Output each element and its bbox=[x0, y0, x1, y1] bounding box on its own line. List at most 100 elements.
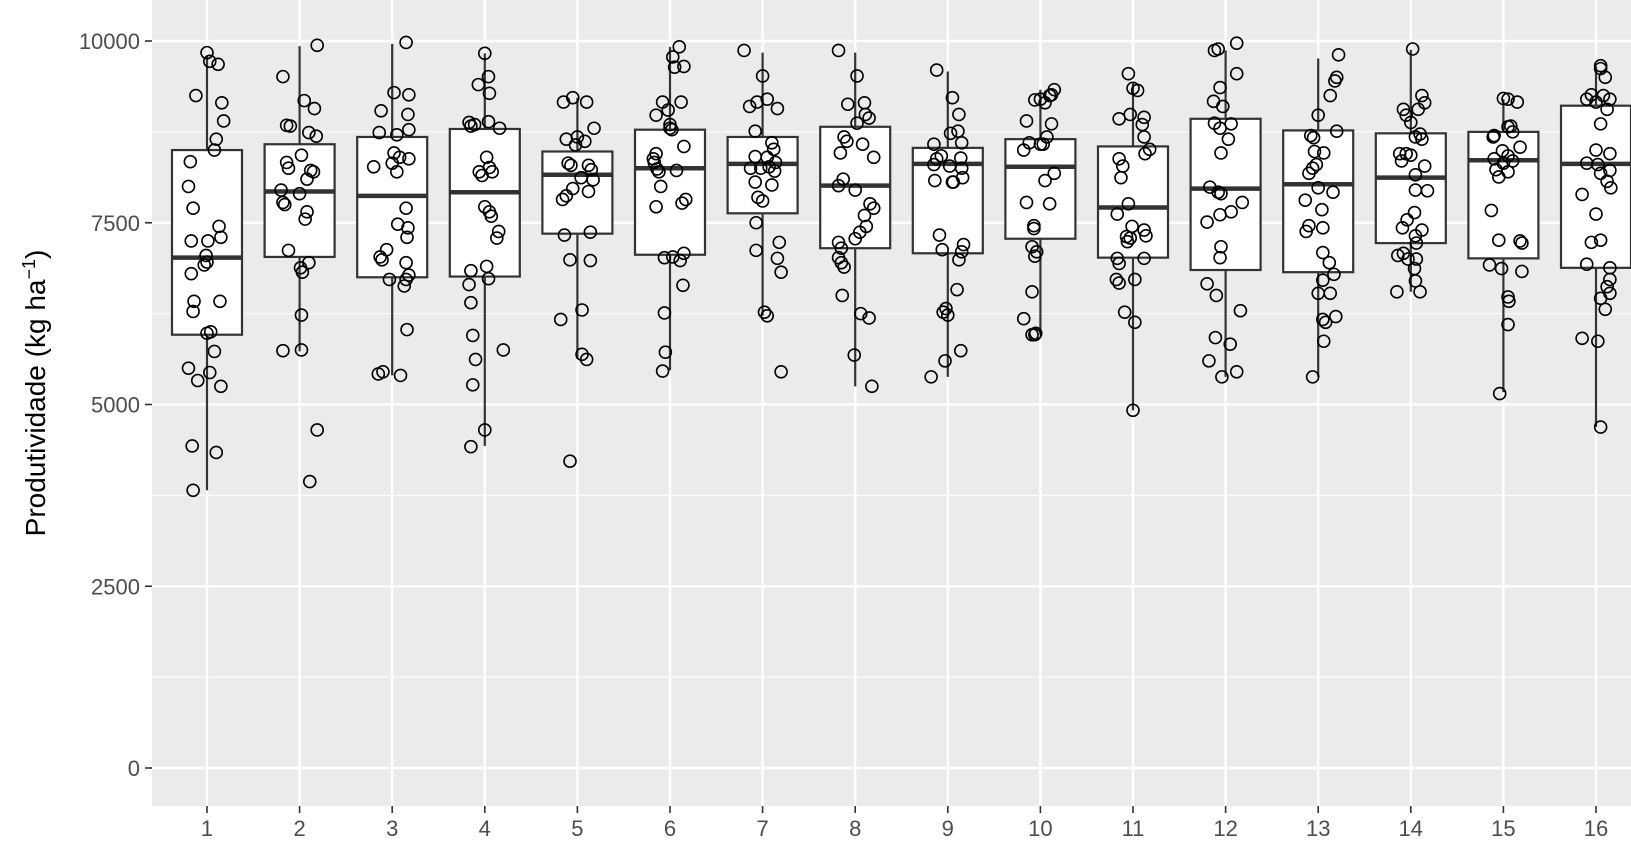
data-point bbox=[183, 154, 198, 169]
y-axis-title: Produtividade (kg ha−1) bbox=[19, 250, 51, 537]
points-group-8 bbox=[831, 43, 881, 394]
data-point bbox=[186, 201, 200, 216]
data-point bbox=[1025, 285, 1039, 299]
data-point bbox=[669, 163, 684, 178]
data-point bbox=[1221, 132, 1236, 146]
data-point bbox=[464, 295, 478, 310]
data-point bbox=[1327, 267, 1341, 282]
data-point bbox=[1142, 142, 1157, 157]
iqr-box bbox=[633, 128, 707, 256]
data-point bbox=[862, 111, 876, 125]
data-point bbox=[399, 255, 413, 270]
data-point bbox=[1603, 272, 1617, 287]
x-tick-label: 12 bbox=[1213, 816, 1237, 841]
data-point bbox=[866, 201, 881, 216]
x-tick-label: 8 bbox=[849, 816, 861, 841]
data-point bbox=[770, 251, 785, 266]
data-point bbox=[924, 370, 938, 384]
x-axis: 1 2 3 4 5 6 7 8 9 10 11 12 13 14 15 16 bbox=[201, 806, 1608, 841]
data-point bbox=[1047, 166, 1062, 181]
data-point bbox=[1315, 202, 1329, 217]
data-point bbox=[1328, 74, 1342, 88]
x-tick-label: 14 bbox=[1399, 816, 1423, 841]
data-point bbox=[833, 146, 848, 160]
data-point bbox=[929, 63, 944, 77]
data-point bbox=[214, 379, 228, 394]
data-point bbox=[472, 165, 487, 179]
data-point bbox=[1211, 42, 1225, 56]
data-point bbox=[1579, 257, 1594, 271]
data-point bbox=[465, 328, 480, 343]
x-tick-label: 2 bbox=[293, 816, 305, 841]
data-point bbox=[181, 179, 196, 194]
data-point bbox=[484, 209, 499, 224]
data-point bbox=[1316, 245, 1330, 260]
data-point bbox=[563, 253, 577, 267]
data-point bbox=[847, 348, 862, 362]
data-point bbox=[1112, 276, 1126, 290]
data-point bbox=[935, 242, 950, 257]
data-point bbox=[1299, 224, 1313, 239]
data-point bbox=[276, 343, 290, 358]
y-tick-label: 10000 bbox=[79, 29, 140, 54]
x-tick-label: 1 bbox=[201, 816, 213, 841]
data-point bbox=[1395, 221, 1410, 235]
x-tick-label: 5 bbox=[571, 816, 583, 841]
data-point bbox=[1042, 197, 1057, 211]
data-point bbox=[1598, 70, 1613, 85]
data-point bbox=[281, 161, 296, 176]
data-point bbox=[372, 125, 387, 140]
x-tick-label: 13 bbox=[1306, 816, 1330, 841]
data-point bbox=[477, 423, 492, 437]
data-point bbox=[467, 117, 482, 132]
data-point bbox=[197, 258, 212, 272]
data-point bbox=[1038, 95, 1052, 110]
data-point bbox=[1233, 303, 1248, 318]
data-point bbox=[953, 151, 968, 165]
y-axis-title-close: ) bbox=[20, 250, 51, 259]
data-point bbox=[850, 69, 864, 83]
data-point bbox=[207, 344, 222, 359]
data-point bbox=[1311, 181, 1325, 195]
data-point bbox=[677, 59, 691, 74]
data-point bbox=[1603, 92, 1617, 106]
points-group-16 bbox=[1575, 58, 1618, 434]
data-point bbox=[310, 38, 324, 53]
data-point bbox=[292, 186, 307, 201]
data-point bbox=[1515, 236, 1529, 250]
points-group-5 bbox=[553, 90, 601, 469]
data-point bbox=[743, 161, 758, 176]
data-point bbox=[1604, 181, 1618, 195]
points-group-15 bbox=[1482, 91, 1529, 401]
x-tick-label: 6 bbox=[664, 816, 676, 841]
data-point bbox=[1202, 354, 1216, 368]
data-point bbox=[751, 190, 765, 205]
data-point bbox=[1016, 143, 1031, 157]
data-point bbox=[749, 215, 763, 230]
data-point bbox=[393, 368, 408, 383]
data-point bbox=[1323, 88, 1338, 103]
data-point bbox=[1316, 146, 1331, 160]
points-group-14 bbox=[1390, 42, 1435, 299]
data-point bbox=[581, 184, 596, 199]
data-point bbox=[675, 196, 689, 210]
data-point bbox=[1028, 93, 1042, 107]
data-point bbox=[279, 155, 294, 170]
data-point bbox=[1203, 180, 1217, 194]
data-point bbox=[831, 178, 846, 193]
x-tick-label: 15 bbox=[1491, 816, 1515, 841]
data-point bbox=[1044, 117, 1059, 131]
data-point bbox=[1417, 159, 1432, 173]
data-point bbox=[276, 69, 290, 84]
data-point bbox=[1019, 195, 1034, 210]
data-point bbox=[401, 221, 415, 235]
data-point bbox=[1311, 108, 1325, 122]
data-point bbox=[1112, 151, 1126, 166]
data-point bbox=[462, 277, 476, 292]
y-tick-label: 5000 bbox=[91, 393, 140, 418]
data-point bbox=[1123, 231, 1138, 245]
data-point bbox=[1305, 370, 1320, 384]
data-point bbox=[1019, 114, 1034, 128]
data-point bbox=[1121, 197, 1136, 211]
data-point bbox=[294, 148, 309, 162]
